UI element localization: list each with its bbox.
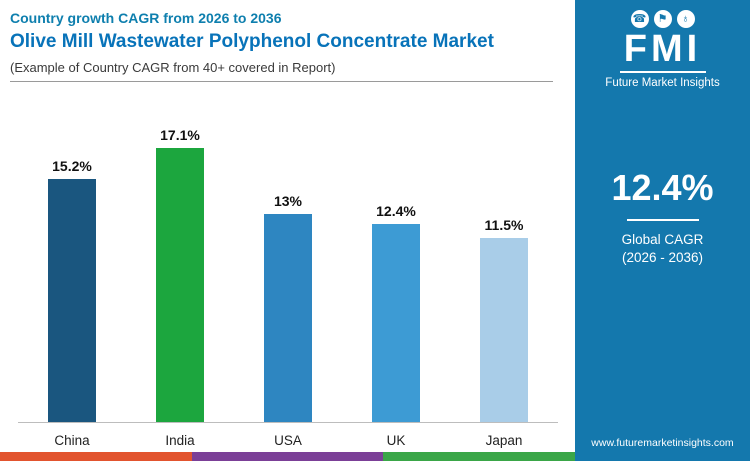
brand-name: Future Market Insights xyxy=(605,77,720,89)
global-cagr-block: 12.4% Global CAGR (2026 - 2036) xyxy=(575,167,750,267)
x-axis-label-uk: UK xyxy=(386,433,406,448)
header-divider xyxy=(10,81,553,82)
chart-subtitle: (Example of Country CAGR from 40+ covere… xyxy=(10,60,336,75)
bar-group-uk: 12.4% xyxy=(342,203,450,422)
cagr-label-line1: Global CAGR xyxy=(621,232,704,247)
bar-plot: 15.2% 17.1% 13% 12.4% 11.5% xyxy=(18,122,558,422)
x-axis-label-china: China xyxy=(54,433,90,448)
bar-value-label: 15.2% xyxy=(52,157,92,174)
bar-usa xyxy=(264,214,312,422)
strip-segment-1 xyxy=(0,452,192,461)
x-axis-label-usa: USA xyxy=(274,433,302,448)
bar-group-usa: 13% xyxy=(234,193,342,422)
x-axis: China India USA UK Japan xyxy=(18,422,558,448)
flag-person-icon: ⚑ xyxy=(653,10,672,28)
bar-chart: 15.2% 17.1% 13% 12.4% 11.5% China India USA UK J… xyxy=(18,122,558,448)
bar-value-label: 17.1% xyxy=(160,127,200,144)
globe-icon: ♁ xyxy=(676,10,695,28)
bar-uk xyxy=(372,223,420,422)
bar-china xyxy=(48,178,96,422)
bar-japan xyxy=(480,238,528,422)
global-cagr-value: 12.4% xyxy=(611,167,714,208)
cagr-divider xyxy=(626,219,699,221)
bar-group-japan: 11.5% xyxy=(450,217,558,422)
chart-kicker: Country growth CAGR from 2026 to 2036 xyxy=(10,10,282,26)
phone-icon: ☎ xyxy=(630,10,649,28)
bar-value-label: 13% xyxy=(273,193,303,209)
cagr-label-line2: (2026 - 2036) xyxy=(621,250,704,266)
strip-segment-3 xyxy=(383,452,576,461)
website-link[interactable]: www.futuremarketinsights.com xyxy=(591,437,734,449)
bar-value-label: 11.5% xyxy=(484,217,524,233)
strip-segment-2 xyxy=(191,452,384,461)
header: Country growth CAGR from 2026 to 2036 Ol… xyxy=(0,0,575,82)
logo-text: FMI xyxy=(623,28,702,70)
x-axis-label-india: India xyxy=(165,433,195,448)
bar-group-china: 15.2% xyxy=(18,158,126,422)
logo-icons: ☎ ⚑ ♁ xyxy=(575,10,750,28)
bar-value-label: 12.4% xyxy=(376,202,416,219)
page-title: Olive Mill Wastewater Polyphenol Concent… xyxy=(10,31,494,52)
bar-group-india: 17.1% xyxy=(126,127,234,422)
fmi-logo: ☎ ⚑ ♁ FMI Future Market Insights xyxy=(575,0,750,89)
x-axis-label-japan: Japan xyxy=(485,433,523,448)
bar-india xyxy=(156,148,204,422)
footer-strip xyxy=(0,452,576,461)
brand-sidebar: ☎ ⚑ ♁ FMI Future Market Insights 12.4% G… xyxy=(575,0,750,461)
logo-underline xyxy=(619,71,706,73)
